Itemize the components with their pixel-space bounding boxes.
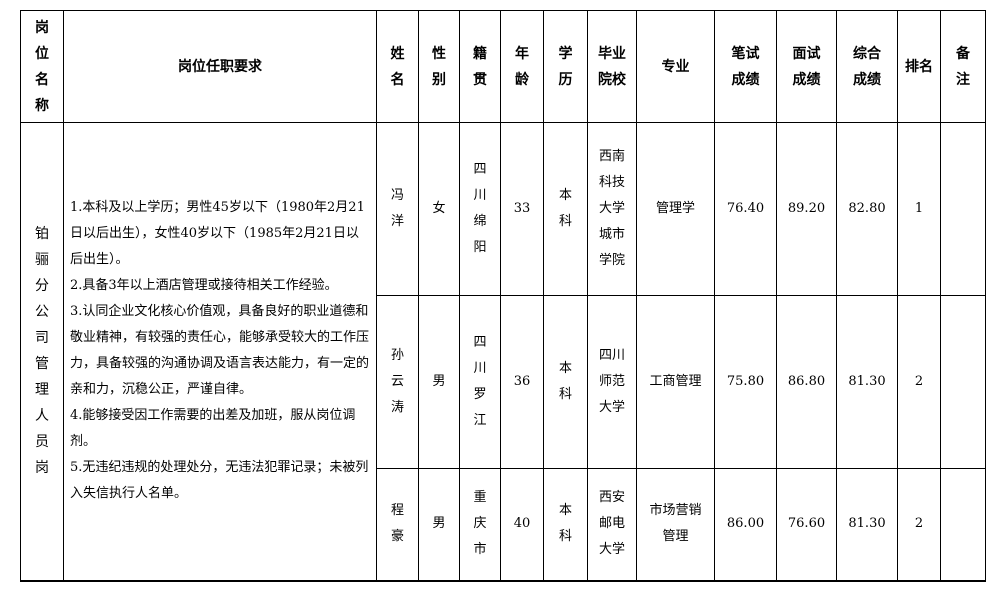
requirement-item: 3.认同企业文化核心价值观，具备良好的职业道德和敬业精神，有较强的责任心，能够承… — [70, 304, 370, 398]
cell-school: 西安邮电大学 — [599, 490, 626, 558]
header-age: 年龄 — [515, 45, 529, 88]
header-written: 笔试成绩 — [731, 45, 760, 88]
header-education: 学历 — [558, 45, 573, 88]
cell-age: 36 — [513, 374, 531, 389]
cell-total: 81.30 — [848, 374, 886, 389]
header-row: 岗位名称 岗位任职要求 姓名 性别 籍贯 年龄 学历 毕业院校 专业 笔试成绩 … — [20, 10, 986, 123]
cell-origin: 四川罗江 — [473, 335, 487, 428]
cell-interview: 86.80 — [787, 374, 826, 389]
cell-school: 四川师范大学 — [599, 348, 626, 415]
header-rank: 排名 — [897, 10, 941, 123]
requirement-item: 1.本科及以上学历；男性45岁以下（1980年2月21日以后出生），女性40岁以… — [70, 200, 365, 268]
cell-rank: 2 — [914, 374, 924, 389]
cell-origin: 重庆市 — [473, 490, 487, 558]
cell-rank: 2 — [914, 516, 924, 532]
cell-age: 33 — [513, 201, 531, 216]
cell-rank: 1 — [914, 201, 924, 216]
header-gender: 性别 — [432, 45, 446, 88]
cell-interview: 76.60 — [787, 516, 826, 532]
cell-school: 西南科技大学城市学院 — [599, 149, 626, 268]
table-row: 程豪 男 重庆市 40 本科 西安邮电大学 市场营销管理 86.00 76.60 81.30 2 — [21, 468, 986, 582]
cell-written: 76.40 — [726, 201, 765, 216]
header-name: 姓名 — [390, 45, 405, 88]
cell-total: 81.30 — [848, 516, 886, 532]
requirement-item: 5.无违纪违规的处理处分，无违法犯罪记录；未被列入失信执行人名单。 — [70, 460, 369, 502]
cell-interview: 89.20 — [787, 201, 826, 216]
header-interview: 面试成绩 — [792, 45, 821, 88]
requirement-item: 2.具备3年以上酒店管理或接待相关工作经验。 — [70, 278, 338, 294]
cell-gender: 男 — [432, 516, 446, 532]
header-major: 专业 — [636, 10, 715, 123]
cell-major: 工商管理 — [649, 374, 702, 389]
candidate-table: 岗位名称 岗位任职要求 姓名 性别 籍贯 年龄 学历 毕业院校 专业 笔试成绩 … — [20, 10, 986, 582]
cell-education: 本科 — [559, 503, 573, 545]
position-name: 铂骊分公司管理人员岗 — [35, 226, 49, 477]
header-remarks: 备注 — [956, 45, 970, 88]
cell-name: 程豪 — [391, 503, 405, 545]
cell-total: 82.80 — [848, 201, 886, 216]
table-row: 孙云涛 男 四川罗江 36 本科 四川师范大学 工商管理 75.80 86.80 81.30 2 — [21, 295, 986, 469]
cell-gender: 男 — [432, 374, 446, 389]
requirement-item: 4.能够接受因工作需要的出差及加班，服从岗位调剂。 — [70, 408, 356, 450]
cell-major: 管理学 — [655, 201, 695, 216]
header-total: 综合成绩 — [853, 45, 881, 88]
requirements: 1.本科及以上学历；男性45岁以下（1980年2月21日以后出生），女性40岁以… — [63, 122, 377, 582]
header-origin: 籍贯 — [473, 45, 487, 88]
header-school: 毕业院校 — [598, 45, 626, 88]
cell-name: 孙云涛 — [391, 348, 405, 415]
header-position: 岗位名称 — [35, 19, 49, 114]
cell-education: 本科 — [559, 188, 573, 229]
cell-origin: 四川绵阳 — [473, 162, 487, 255]
cell-written: 75.80 — [726, 374, 765, 389]
cell-gender: 女 — [432, 201, 446, 216]
cell-written: 86.00 — [726, 516, 765, 532]
cell-major: 市场营销管理 — [649, 503, 702, 545]
table-row: 铂骊分公司管理人员岗 1.本科及以上学历；男性45岁以下（1980年2月21日以后… — [20, 122, 986, 582]
cell-name: 冯洋 — [391, 188, 405, 229]
cell-education: 本科 — [559, 361, 573, 402]
header-requirements: 岗位任职要求 — [63, 10, 377, 123]
cell-age: 40 — [513, 516, 531, 532]
